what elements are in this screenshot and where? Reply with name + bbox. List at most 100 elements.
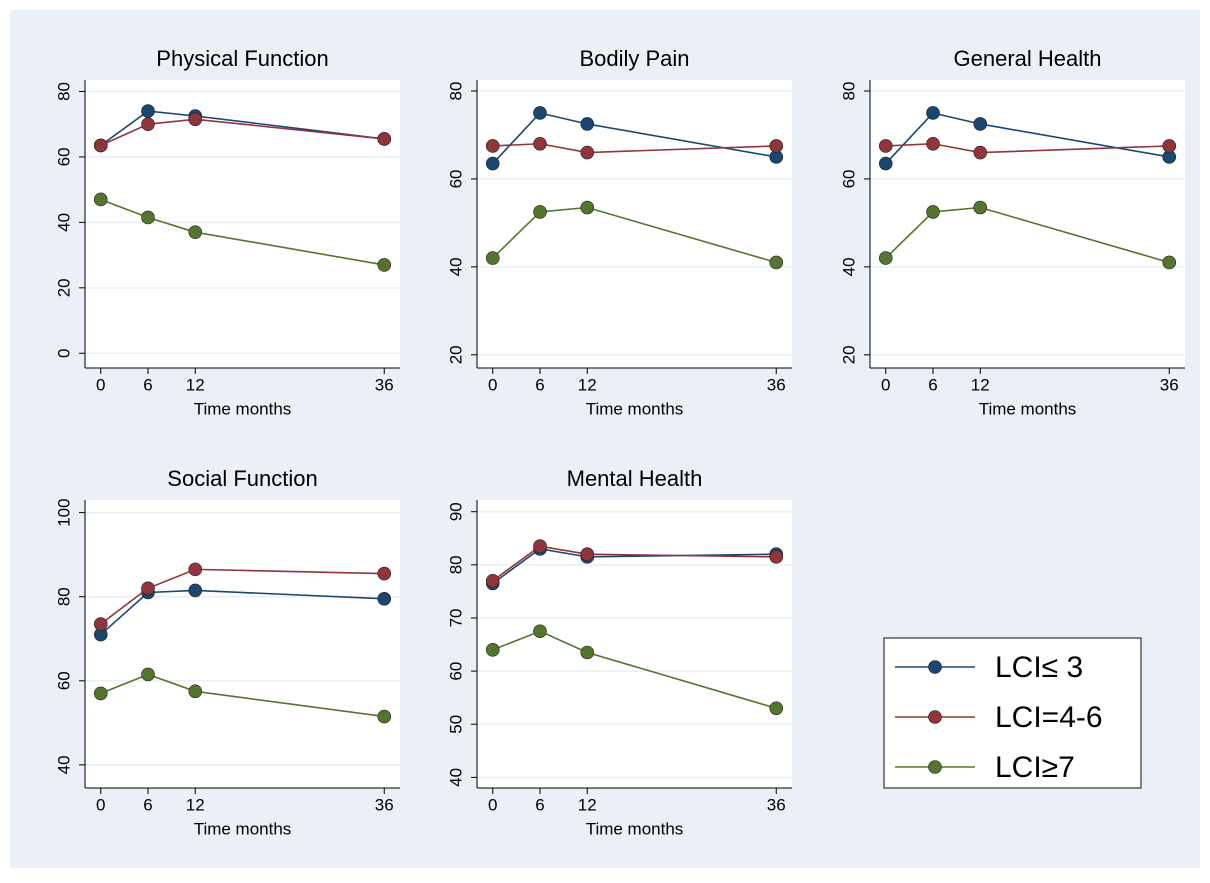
plot-area [85,500,400,788]
x-tick-label: 6 [143,795,152,814]
x-tick-label: 12 [186,375,205,394]
marker [485,251,500,265]
series: LCI=4-6 [878,136,1177,160]
x-tick-label: 12 [578,375,597,394]
marker [188,583,203,598]
y-tick-label: 100 [54,498,73,526]
legend-marker [928,660,942,674]
series-line [492,142,777,154]
marker [485,573,500,588]
x-tick-label: 12 [971,375,990,394]
series: LCI≥7 [878,200,1177,270]
series-line [100,673,385,718]
series: LCI≥7 [485,624,784,716]
y-tick-label: 40 [54,213,73,232]
marker [141,117,155,131]
series-line [492,112,777,165]
marker [533,106,547,120]
marker [878,139,893,153]
marker [93,138,108,153]
y-tick-label: 60 [54,671,73,690]
y-tick-label: 90 [446,502,465,521]
series-line [885,142,1170,154]
y-tick-label: 80 [446,82,465,101]
y-tick-label: 20 [54,278,73,297]
x-tick-label: 0 [488,795,497,814]
y-tick-label: 40 [446,768,465,787]
x-tick-label: 6 [535,795,544,814]
legend-box [883,637,1142,789]
marker [485,156,500,171]
y-tick-label: 20 [839,345,858,364]
marker [580,145,595,160]
legend-label: LCI=4-6 [995,701,1103,734]
marker [141,667,155,682]
series-line [100,110,385,147]
y-tick-label: 50 [446,715,465,734]
y-tick-label: 60 [446,169,465,188]
x-tick-label: 36 [767,795,786,814]
x-tick-label: 36 [375,375,394,394]
marker [188,562,203,577]
marker [973,200,988,215]
marker [973,145,988,160]
series-line [885,206,1170,264]
marker [377,258,392,272]
y-tick-label: 80 [54,82,73,101]
series-line [100,198,385,266]
marker [580,200,595,215]
series: LCI≥7 [93,667,392,724]
marker [769,701,784,716]
marker [878,156,893,171]
x-tick-label: 0 [881,375,890,394]
marker [580,117,595,131]
chart-title: Bodily Pain [579,46,689,71]
y-tick-label: 0 [54,349,73,358]
marker [141,104,155,118]
marker [1162,139,1177,153]
marker [533,205,547,219]
x-tick-label: 36 [1160,375,1179,394]
marker [485,643,500,657]
series: LCI=4-6 [485,539,784,588]
legend-marker [928,710,942,724]
series-line [100,589,385,636]
x-axis-title: Time months [194,399,292,418]
marker [141,581,155,596]
marker [533,624,547,639]
y-tick-label: 80 [446,555,465,574]
marker [533,136,547,151]
marker [580,547,595,561]
marker [926,106,940,120]
x-tick-label: 0 [96,375,105,394]
marker [377,132,392,146]
series: LCI=4-6 [93,562,392,631]
x-axis-title: Time months [979,399,1077,418]
y-tick-label: 70 [446,609,465,628]
series: LCI=4-6 [485,136,784,160]
x-tick-label: 6 [535,375,544,394]
marker [926,136,940,151]
marker [533,539,547,554]
x-axis-title: Time months [194,819,292,838]
plot-area [477,500,792,788]
legend-marker [928,760,942,774]
y-tick-label: 40 [446,257,465,276]
series-line [492,630,777,710]
marker [93,617,108,631]
y-tick-label: 60 [54,147,73,166]
marker [973,117,988,131]
series: LCI≥7 [93,192,392,272]
x-axis-title: Time months [586,819,684,838]
x-axis-title: Time months [586,399,684,418]
x-tick-label: 12 [186,795,205,814]
marker [1162,255,1177,270]
series-line [492,545,777,582]
y-tick-label: 80 [54,587,73,606]
marker [141,210,155,225]
y-tick-label: 40 [54,755,73,774]
plot-area [870,80,1185,368]
series: LCI=4-6 [93,112,392,153]
series-line [492,206,777,264]
